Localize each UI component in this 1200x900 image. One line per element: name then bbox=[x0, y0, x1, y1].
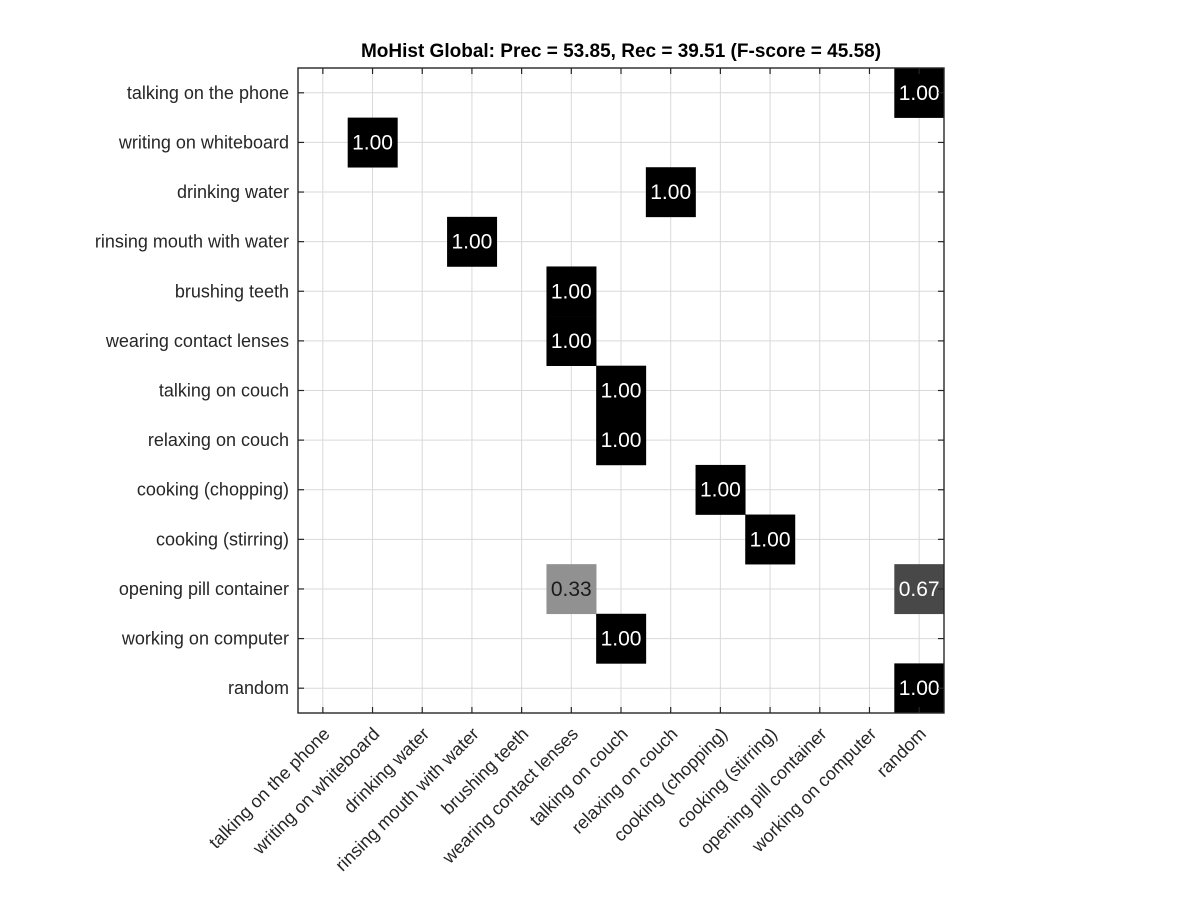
row-label: working on computer bbox=[121, 629, 289, 649]
matrix-cell bbox=[546, 564, 597, 615]
cell-value-label: 1.00 bbox=[451, 231, 492, 254]
row-label: cooking (chopping) bbox=[137, 480, 289, 500]
row-label: random bbox=[228, 678, 289, 698]
cell-value-label: 0.33 bbox=[551, 578, 592, 601]
row-label: talking on the phone bbox=[127, 83, 289, 103]
row-label: wearing contact lenses bbox=[105, 331, 289, 351]
matrix-cell bbox=[546, 316, 597, 366]
matrix-cell bbox=[894, 564, 945, 615]
row-label: drinking water bbox=[177, 182, 289, 202]
cell-value-label: 0.67 bbox=[899, 578, 940, 601]
column-label: random bbox=[873, 724, 930, 781]
cell-value-label: 1.00 bbox=[899, 82, 940, 105]
matrix-cell bbox=[645, 167, 696, 218]
cell-value-label: 1.00 bbox=[650, 181, 691, 204]
matrix-cell bbox=[596, 365, 647, 416]
row-label: rinsing mouth with water bbox=[95, 232, 289, 252]
cell-value-label: 1.00 bbox=[352, 131, 393, 154]
cell-value-label: 1.00 bbox=[601, 628, 642, 651]
row-label: brushing teeth bbox=[175, 281, 289, 301]
row-label: talking on couch bbox=[159, 381, 289, 401]
row-labels: talking on the phone writing on whiteboar… bbox=[95, 83, 289, 698]
cell-value-label: 1.00 bbox=[750, 528, 791, 551]
matrix-cell bbox=[546, 266, 597, 317]
row-label: relaxing on couch bbox=[148, 430, 289, 450]
row-label: opening pill container bbox=[119, 579, 289, 599]
matrix-cell bbox=[894, 68, 945, 118]
column-label: drinking water bbox=[340, 724, 433, 817]
matrix-cell bbox=[695, 464, 746, 515]
matrix-cell bbox=[745, 514, 796, 565]
row-label: cooking (stirring) bbox=[156, 529, 289, 549]
row-label: writing on whiteboard bbox=[118, 132, 289, 152]
chart-title: MoHist Global: Prec = 53.85, Rec = 39.51… bbox=[361, 41, 881, 62]
cell-value-label: 1.00 bbox=[700, 479, 741, 502]
column-label: brushing teeth bbox=[438, 724, 533, 819]
axes-frame bbox=[297, 67, 945, 714]
cell-value-label: 1.00 bbox=[899, 677, 940, 700]
cell-value-label: 1.00 bbox=[601, 429, 642, 452]
matrix-cell bbox=[447, 216, 498, 267]
cell-value-label: 1.00 bbox=[551, 280, 592, 303]
cell-value-label: 1.00 bbox=[551, 330, 592, 353]
matrix-cell bbox=[347, 117, 398, 168]
cell-value-label: 1.00 bbox=[601, 380, 642, 403]
matrix-cells: 1.00 1.00 1.00 1.00 1.00 1.00 1.00 1.00 1.00 1.00… bbox=[347, 68, 945, 714]
matrix-cell bbox=[596, 415, 647, 466]
matrix-cell bbox=[596, 613, 647, 664]
matrix-cell bbox=[894, 663, 945, 714]
